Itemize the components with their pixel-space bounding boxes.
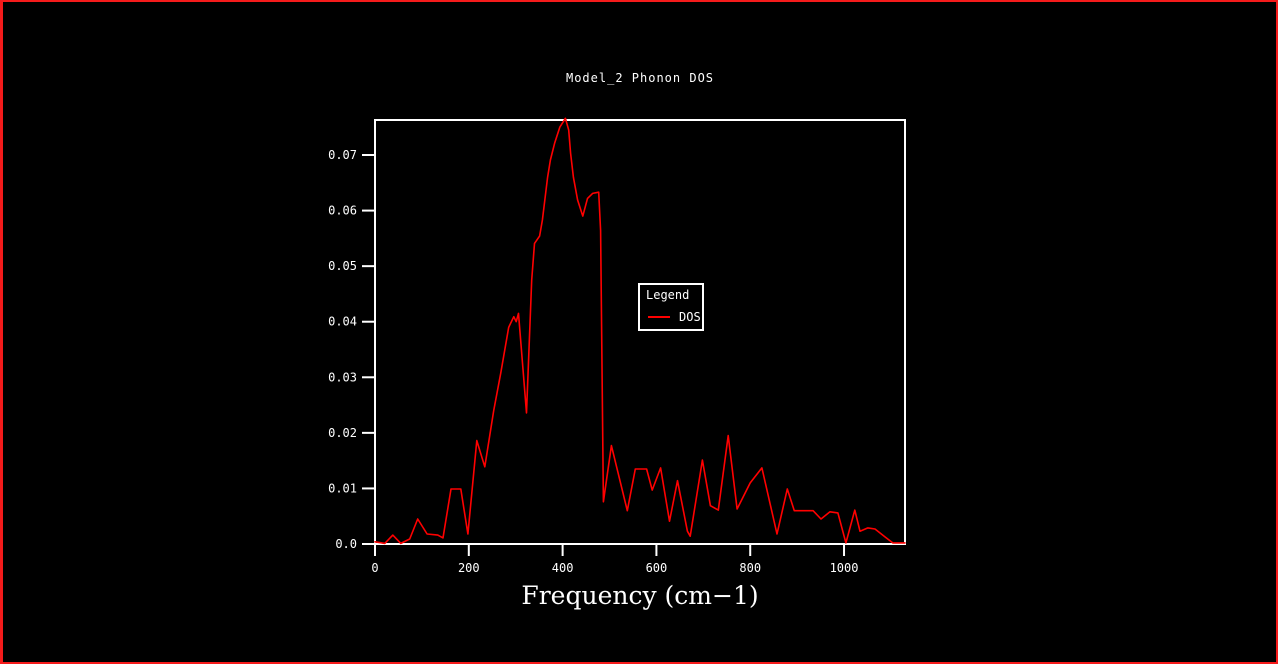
x-tick-label: 600	[646, 561, 668, 575]
y-tick-label: 0.01	[328, 481, 357, 495]
x-tick-label: 800	[739, 561, 761, 575]
y-tick-label: 0.03	[328, 370, 357, 384]
legend-entry: DOS	[646, 310, 702, 324]
legend-title: Legend	[646, 288, 690, 302]
legend-entry-label: DOS	[679, 310, 701, 324]
x-tick-label: 400	[552, 561, 574, 575]
legend-line-sample	[648, 316, 670, 318]
x-axis-title: Frequency (cm−1)	[521, 581, 759, 610]
y-tick-label: 0.06	[328, 204, 357, 218]
x-tick-label: 0	[371, 561, 378, 575]
y-tick-label: 0.0	[335, 537, 357, 551]
y-tick-label: 0.07	[328, 148, 357, 162]
plot-frame	[374, 119, 906, 545]
y-tick-label: 0.04	[328, 315, 357, 329]
x-tick-label: 1000	[830, 561, 859, 575]
y-tick-label: 0.02	[328, 426, 357, 440]
chart-title: Model_2 Phonon DOS	[565, 71, 715, 85]
dos-curve	[374, 117, 906, 545]
y-tick-label: 0.05	[328, 259, 357, 273]
x-tick-label: 200	[458, 561, 480, 575]
legend-box: Legend DOS	[638, 283, 704, 331]
